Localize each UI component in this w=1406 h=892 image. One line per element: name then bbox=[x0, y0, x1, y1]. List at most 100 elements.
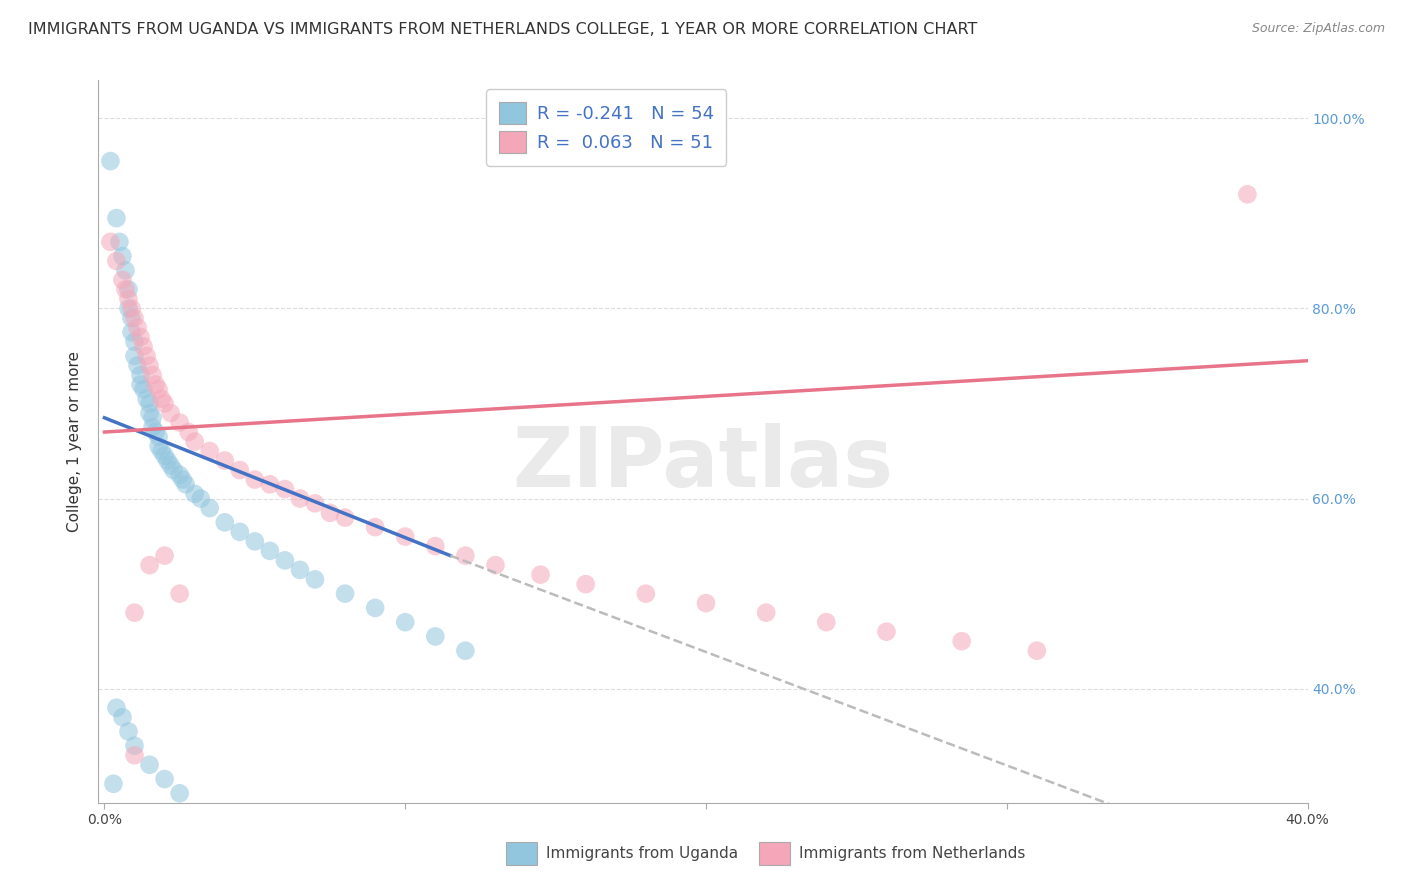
Point bbox=[124, 748, 146, 763]
Point bbox=[117, 282, 139, 296]
Point bbox=[105, 211, 128, 226]
Point bbox=[229, 524, 252, 539]
Point bbox=[575, 577, 598, 591]
Point bbox=[111, 710, 134, 724]
Point bbox=[454, 643, 477, 657]
Point bbox=[634, 587, 657, 601]
Point bbox=[169, 587, 191, 601]
Point bbox=[148, 382, 170, 396]
Point bbox=[288, 563, 311, 577]
Point bbox=[364, 520, 387, 534]
Point bbox=[153, 772, 176, 786]
Point bbox=[169, 786, 191, 800]
Point bbox=[124, 334, 146, 349]
Point bbox=[150, 392, 173, 406]
Point bbox=[117, 292, 139, 306]
Point bbox=[454, 549, 477, 563]
Point bbox=[259, 477, 281, 491]
Point bbox=[111, 273, 134, 287]
Point bbox=[127, 359, 149, 373]
Point bbox=[148, 439, 170, 453]
Point bbox=[198, 444, 221, 458]
Point bbox=[333, 587, 356, 601]
Text: Source: ZipAtlas.com: Source: ZipAtlas.com bbox=[1251, 22, 1385, 36]
Point bbox=[319, 506, 342, 520]
Point bbox=[145, 425, 167, 439]
Point bbox=[172, 473, 194, 487]
Point bbox=[142, 420, 165, 434]
Point bbox=[394, 530, 416, 544]
Point bbox=[695, 596, 717, 610]
Point bbox=[124, 606, 146, 620]
Point bbox=[159, 406, 181, 420]
Point bbox=[259, 544, 281, 558]
Point bbox=[138, 359, 160, 373]
Point bbox=[138, 558, 160, 573]
Point bbox=[1236, 187, 1258, 202]
Point bbox=[100, 235, 122, 249]
Point bbox=[484, 558, 506, 573]
Point bbox=[129, 377, 152, 392]
Text: Immigrants from Netherlands: Immigrants from Netherlands bbox=[799, 847, 1025, 861]
Point bbox=[114, 282, 136, 296]
Point bbox=[135, 392, 157, 406]
Point bbox=[105, 700, 128, 714]
Point bbox=[114, 263, 136, 277]
Point bbox=[105, 254, 128, 268]
Point bbox=[156, 453, 179, 467]
Point bbox=[100, 154, 122, 169]
Point bbox=[288, 491, 311, 506]
Point bbox=[117, 301, 139, 316]
Point bbox=[169, 416, 191, 430]
Point bbox=[333, 510, 356, 524]
Text: ZIPatlas: ZIPatlas bbox=[513, 423, 893, 504]
Point bbox=[121, 325, 143, 339]
Point bbox=[425, 539, 447, 553]
Point bbox=[214, 516, 236, 530]
Point bbox=[162, 463, 184, 477]
Legend: R = -0.241   N = 54, R =  0.063   N = 51: R = -0.241 N = 54, R = 0.063 N = 51 bbox=[486, 89, 727, 166]
Point bbox=[153, 396, 176, 410]
Point bbox=[127, 320, 149, 334]
Text: Immigrants from Uganda: Immigrants from Uganda bbox=[546, 847, 738, 861]
Point bbox=[183, 487, 205, 501]
Point bbox=[1025, 643, 1047, 657]
Point bbox=[142, 410, 165, 425]
Point bbox=[755, 606, 778, 620]
Point bbox=[124, 349, 146, 363]
Point bbox=[169, 467, 191, 482]
Point bbox=[108, 235, 131, 249]
Point bbox=[111, 249, 134, 263]
Point bbox=[198, 501, 221, 516]
Point bbox=[103, 777, 125, 791]
Point bbox=[124, 739, 146, 753]
Point bbox=[214, 453, 236, 467]
Point bbox=[148, 430, 170, 444]
Point bbox=[243, 473, 266, 487]
Point bbox=[121, 310, 143, 325]
Point bbox=[129, 330, 152, 344]
Point bbox=[950, 634, 973, 648]
Point bbox=[274, 553, 297, 567]
Y-axis label: College, 1 year or more: College, 1 year or more bbox=[67, 351, 83, 532]
Point bbox=[815, 615, 838, 630]
Point bbox=[875, 624, 897, 639]
Point bbox=[174, 477, 197, 491]
Point bbox=[142, 368, 165, 382]
Point bbox=[364, 601, 387, 615]
Point bbox=[132, 382, 155, 396]
Point bbox=[121, 301, 143, 316]
Point bbox=[117, 724, 139, 739]
Point bbox=[529, 567, 551, 582]
Point bbox=[145, 377, 167, 392]
Text: IMMIGRANTS FROM UGANDA VS IMMIGRANTS FROM NETHERLANDS COLLEGE, 1 YEAR OR MORE CO: IMMIGRANTS FROM UGANDA VS IMMIGRANTS FRO… bbox=[28, 22, 977, 37]
Point bbox=[394, 615, 416, 630]
Point bbox=[177, 425, 200, 439]
Point bbox=[190, 491, 212, 506]
Point bbox=[243, 534, 266, 549]
Point bbox=[304, 573, 326, 587]
Point bbox=[138, 406, 160, 420]
Point bbox=[138, 396, 160, 410]
Point bbox=[304, 496, 326, 510]
Point bbox=[153, 449, 176, 463]
